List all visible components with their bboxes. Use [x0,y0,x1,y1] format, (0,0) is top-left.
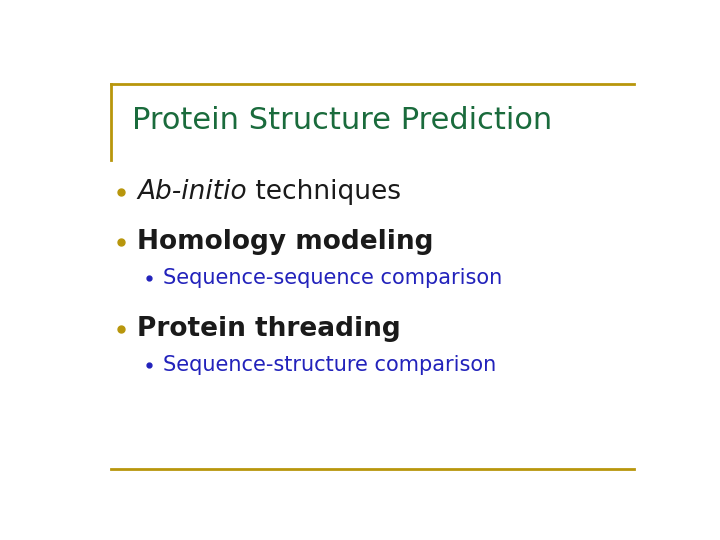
Text: Protein Structure Prediction: Protein Structure Prediction [132,106,552,136]
Text: Homology modeling: Homology modeling [138,228,434,254]
Text: Sequence-sequence comparison: Sequence-sequence comparison [163,268,502,288]
Text: Ab-initio: Ab-initio [138,179,247,205]
Text: Protein threading: Protein threading [138,316,401,342]
Text: Sequence-structure comparison: Sequence-structure comparison [163,355,496,375]
Text: techniques: techniques [247,179,401,205]
